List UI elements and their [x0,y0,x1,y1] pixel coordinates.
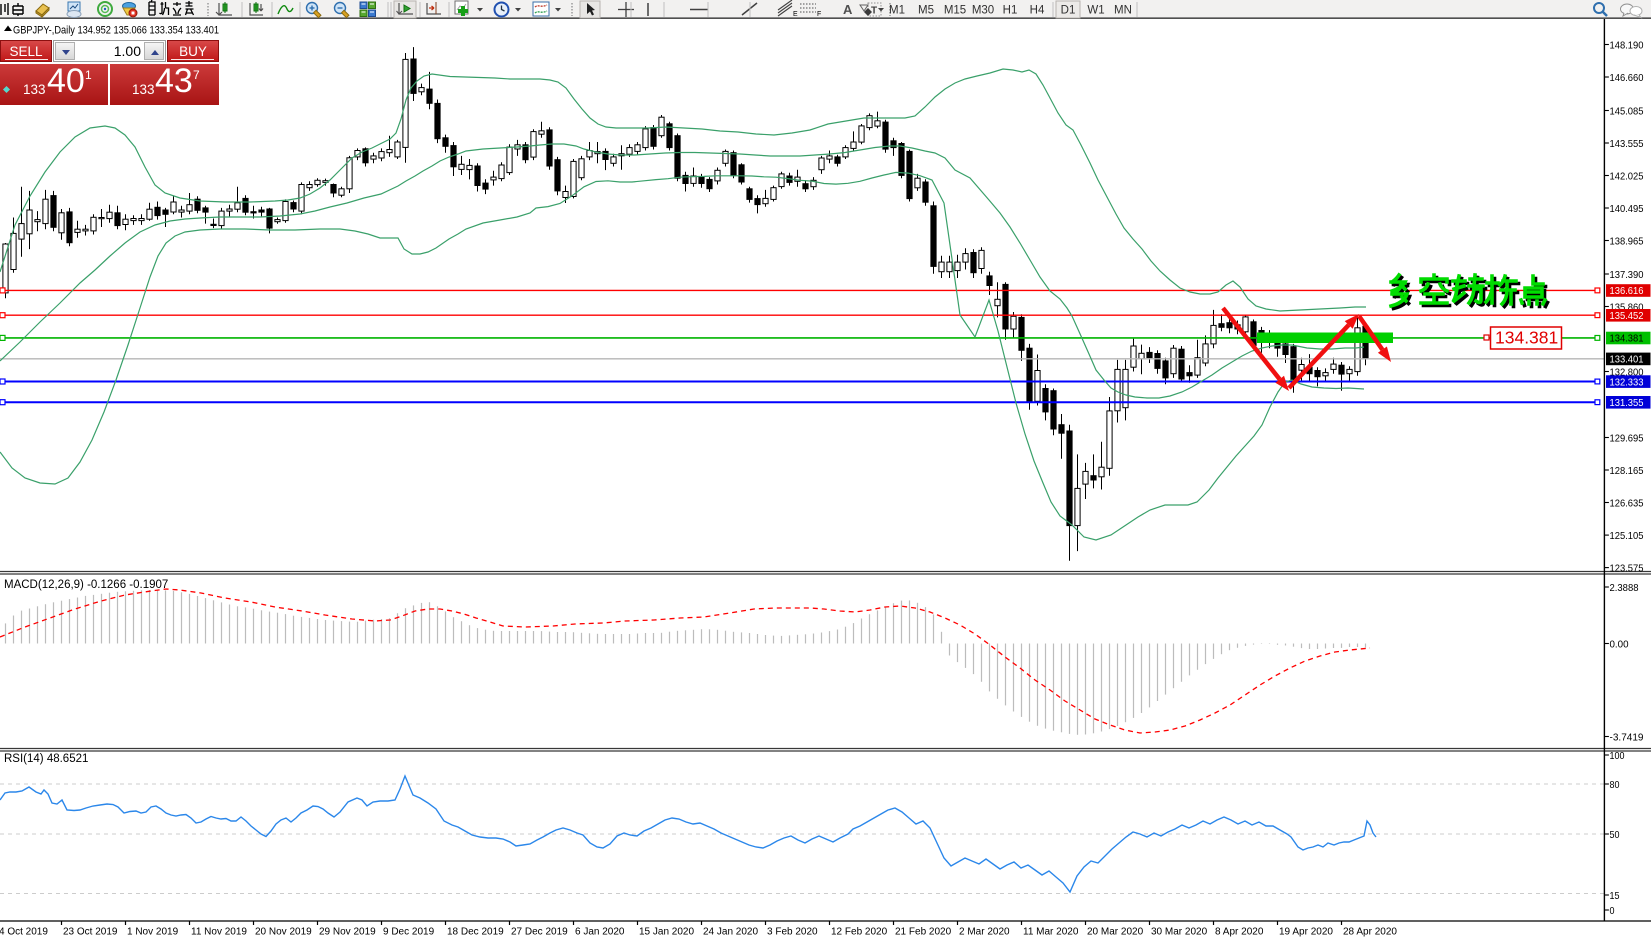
svg-text:T: T [871,6,877,17]
svg-text:123.575: 123.575 [1610,562,1644,574]
svg-text:145.085: 145.085 [1610,105,1644,117]
svg-text:129.695: 129.695 [1610,432,1644,444]
svg-text:133.401: 133.401 [1610,354,1644,366]
svg-text:2.3888: 2.3888 [1610,582,1639,594]
svg-text:148.190: 148.190 [1610,39,1644,51]
svg-text:-3.7419: -3.7419 [1610,731,1644,743]
svg-text:W1: W1 [1087,5,1104,17]
svg-text:GBPJPY-,Daily 134.952 135.066: GBPJPY-,Daily 134.952 135.066 133.354 13… [13,25,219,37]
svg-text:137.390: 137.390 [1610,269,1644,281]
svg-text:11 Nov 2019: 11 Nov 2019 [191,927,247,938]
svg-text:24 Jan 2020: 24 Jan 2020 [703,927,758,938]
svg-text:21 Feb 2020: 21 Feb 2020 [895,927,952,938]
svg-text:20 Nov 2019: 20 Nov 2019 [255,927,312,938]
svg-text:MACD(12,26,9) -0.1266 -0.1907: MACD(12,26,9) -0.1266 -0.1907 [4,579,168,591]
svg-text:15: 15 [1610,890,1620,902]
svg-text:2 Mar 2020: 2 Mar 2020 [959,927,1010,938]
svg-text:F: F [817,11,821,18]
svg-text:A: A [843,2,853,17]
svg-text:M5: M5 [918,5,934,17]
svg-text:128.165: 128.165 [1610,465,1644,477]
svg-text:8 Apr 2020: 8 Apr 2020 [1215,927,1264,938]
svg-text:11 Mar 2020: 11 Mar 2020 [1023,927,1079,938]
svg-text:50: 50 [1610,829,1620,841]
svg-text:H1: H1 [1003,5,1018,17]
svg-text:80: 80 [1610,779,1620,791]
svg-text:29 Nov 2019: 29 Nov 2019 [319,927,376,938]
svg-text:0.00: 0.00 [1610,638,1629,650]
svg-text:134.381: 134.381 [1610,333,1644,345]
svg-text:1 Nov 2019: 1 Nov 2019 [127,927,179,938]
svg-text:H4: H4 [1030,5,1045,17]
svg-text:140.495: 140.495 [1610,203,1644,215]
svg-text:136.616: 136.616 [1610,285,1644,297]
svg-text:D1: D1 [1061,5,1076,17]
svg-text:131.355: 131.355 [1610,397,1644,409]
svg-text:125.105: 125.105 [1610,530,1644,542]
svg-text:M1: M1 [889,5,905,17]
svg-text:4 Oct 2019: 4 Oct 2019 [0,927,48,938]
svg-text:134.381: 134.381 [1495,328,1558,348]
svg-text:132.333: 132.333 [1610,376,1644,388]
svg-text:143.555: 143.555 [1610,138,1644,150]
svg-text:18 Dec 2019: 18 Dec 2019 [447,927,504,938]
svg-text:19 Apr 2020: 19 Apr 2020 [1279,927,1333,938]
svg-text:0: 0 [1610,905,1615,917]
svg-text:MN: MN [1114,5,1132,17]
svg-text:9 Dec 2019: 9 Dec 2019 [383,927,435,938]
svg-text:146.660: 146.660 [1610,72,1644,84]
svg-text:12 Feb 2020: 12 Feb 2020 [831,927,888,938]
svg-text:28 Apr 2020: 28 Apr 2020 [1343,927,1397,938]
svg-text:E: E [793,11,798,18]
svg-text:23 Oct 2019: 23 Oct 2019 [63,927,118,938]
svg-text:RSI(14) 48.6521: RSI(14) 48.6521 [4,753,88,765]
svg-text:135.452: 135.452 [1610,310,1644,322]
svg-text:100: 100 [1610,750,1625,762]
svg-text:M15: M15 [944,5,966,17]
svg-text:126.635: 126.635 [1610,497,1644,509]
svg-text:30 Mar 2020: 30 Mar 2020 [1151,927,1208,938]
svg-text:15 Jan 2020: 15 Jan 2020 [639,927,694,938]
svg-text:20 Mar 2020: 20 Mar 2020 [1087,927,1144,938]
svg-text:M30: M30 [972,5,994,17]
svg-text:138.965: 138.965 [1610,235,1644,247]
svg-text:142.025: 142.025 [1610,170,1644,182]
svg-text:3 Feb 2020: 3 Feb 2020 [767,927,818,938]
svg-text:6 Jan 2020: 6 Jan 2020 [575,927,625,938]
svg-text:27 Dec 2019: 27 Dec 2019 [511,927,568,938]
